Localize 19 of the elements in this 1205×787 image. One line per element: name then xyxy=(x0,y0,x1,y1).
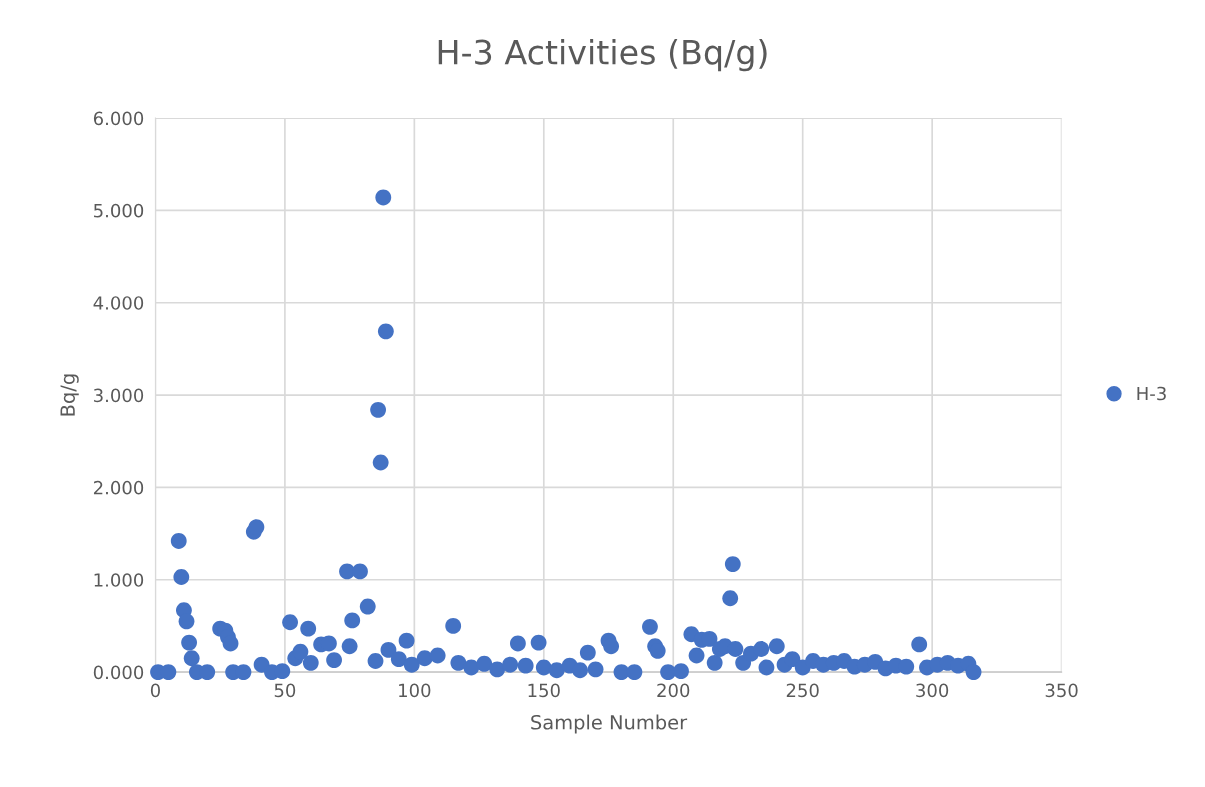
x-tick-label: 50 xyxy=(274,683,296,698)
chart-title: H-3 Activities (Bq/g) xyxy=(438,38,767,72)
x-axis-title: Sample Number xyxy=(531,714,688,734)
y-tick-label: 0.000 xyxy=(93,665,144,680)
x-tick-label: 150 xyxy=(528,683,560,698)
x-tick-label: 200 xyxy=(657,683,690,698)
x-tick-label: 0 xyxy=(150,683,160,698)
y-tick-label: 1.000 xyxy=(94,573,144,587)
y-tick-label: 4.000 xyxy=(93,296,144,310)
x-tick-label: 250 xyxy=(786,683,819,698)
x-tick-label: 100 xyxy=(399,683,431,698)
x-tick-label: 300 xyxy=(916,683,949,698)
y-tick-label: 3.000 xyxy=(94,388,144,403)
legend-label: H-3 xyxy=(1137,386,1166,401)
y-tick-label: 2.000 xyxy=(93,480,144,495)
y-tick-label: 5.000 xyxy=(94,203,144,218)
y-axis-title: Bq/g xyxy=(60,374,79,416)
x-tick-label: 350 xyxy=(1045,683,1078,698)
y-tick-label: 6.000 xyxy=(93,111,144,126)
